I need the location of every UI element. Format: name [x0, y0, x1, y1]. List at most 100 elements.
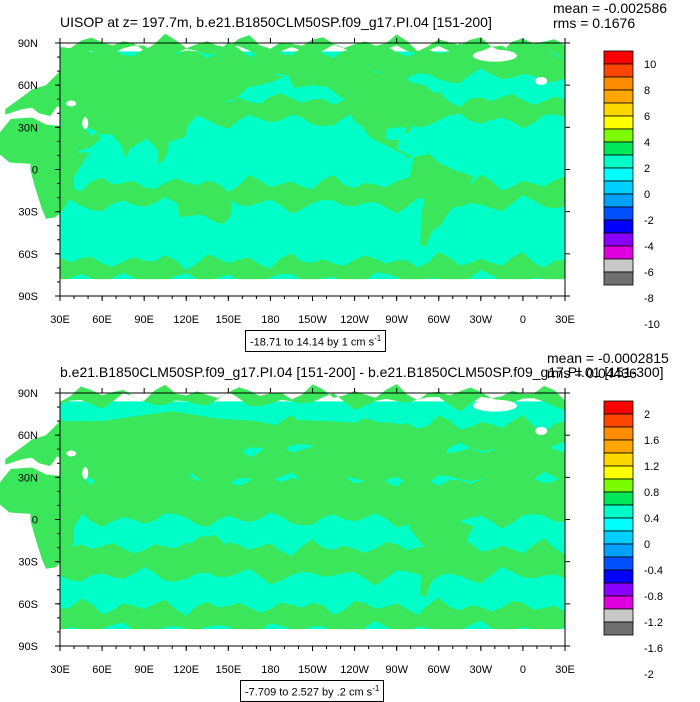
x-tick-label: 60E — [92, 664, 112, 676]
colorbar-swatch — [603, 452, 634, 467]
colorbar-swatch — [603, 543, 634, 558]
caspian-patch — [66, 450, 77, 457]
colorbar-swatch — [603, 582, 634, 597]
y-tick-label: 30S — [18, 207, 38, 219]
x-tick-label: 180 — [261, 664, 279, 676]
greenland-ice — [472, 399, 517, 412]
x-tick-label: 30E — [555, 314, 575, 326]
baltic-patch — [535, 76, 548, 85]
colorbar-label: 8 — [644, 85, 650, 97]
colorbar-swatch — [603, 50, 634, 65]
antarctic-mask — [60, 629, 565, 646]
x-tick-label: 150W — [298, 664, 327, 676]
field-band — [60, 597, 565, 639]
colorbar-swatch — [603, 465, 634, 480]
panel-bottom: b.e21.B1850CLM50SP.f09_g17.PI.04 [151-20… — [0, 350, 700, 702]
colorbar-label: 0 — [644, 189, 650, 201]
x-tick-label: 150W — [298, 314, 327, 326]
y-tick-label: 60S — [18, 599, 38, 611]
x-tick-label: 60E — [92, 314, 112, 326]
colorbar-swatch — [603, 141, 634, 156]
colorbar-swatch — [603, 504, 634, 519]
colorbar-swatch — [603, 167, 634, 182]
colorbar-swatch — [603, 491, 634, 506]
x-tick-label: 120W — [340, 664, 369, 676]
colorbar-swatch — [603, 219, 634, 234]
mean-stat: mean = -0.002586 — [553, 0, 668, 16]
colorbar-label: -2 — [644, 669, 654, 681]
baltic-patch — [535, 426, 548, 435]
colorbar-swatch — [603, 154, 634, 169]
landmass-namerica — [288, 69, 446, 159]
contour-range-label: -18.71 to 14.14 by 1 cm s-1 — [245, 330, 387, 352]
colorbar-swatch — [603, 102, 634, 117]
y-tick-label: 60N — [18, 80, 38, 92]
panel-title: b.e21.B1850CLM50SP.f09_g17.PI.04 [151-20… — [60, 364, 664, 380]
colorbar-swatch — [603, 608, 634, 623]
x-tick-label: 120E — [173, 664, 199, 676]
x-tick-label: 60W — [427, 314, 450, 326]
x-tick-label: 90E — [134, 314, 154, 326]
colorbar-label: -2 — [644, 215, 654, 227]
colorbar-swatch — [603, 517, 634, 532]
colorbar-label: 0.4 — [644, 513, 659, 525]
x-tick-label: 120W — [340, 314, 369, 326]
colorbar-swatch — [603, 595, 634, 610]
colorbar-label: -8 — [644, 293, 654, 305]
colorbar-swatch — [603, 193, 634, 208]
colorbar-swatch — [603, 400, 634, 415]
x-tick-label: 60W — [427, 664, 450, 676]
landmass-africa — [0, 467, 90, 569]
colorbar-swatch — [603, 245, 634, 260]
colorbar-label: 1.6 — [644, 435, 659, 447]
field-band — [60, 384, 565, 412]
colorbar-label: -10 — [644, 319, 660, 331]
x-tick-label: 30E — [50, 314, 70, 326]
x-tick-label: 180 — [261, 314, 279, 326]
y-tick-label: 90S — [18, 291, 38, 303]
contour-map: 30E 60E 90E 120E 150E 180 150W 120W 90W 60W 30W 0 30… — [0, 384, 663, 681]
rms-stat: rms = 0.1676 — [553, 15, 636, 31]
x-tick-label: 30W — [470, 314, 493, 326]
y-tick-label: 30N — [18, 472, 38, 484]
x-tick-label: 90W — [385, 664, 408, 676]
y-tick-label: 90N — [18, 38, 38, 50]
colorbar-swatch — [603, 206, 634, 221]
colorbar-label: -4 — [644, 241, 654, 253]
landmass-australia — [177, 185, 233, 225]
antarctic-mask — [60, 279, 565, 296]
x-tick-label: 120E — [173, 314, 199, 326]
x-tick-label: 90W — [385, 314, 408, 326]
y-tick-label: 0 — [32, 165, 38, 177]
contour-range-label: -7.709 to 2.527 by .2 cm s-1 — [240, 680, 385, 702]
colorbar-label: 1.2 — [644, 461, 659, 473]
colorbar-label: 0 — [644, 539, 650, 551]
colorbar-label: -6 — [644, 267, 654, 279]
colorbar-label: -1.2 — [644, 617, 663, 629]
colorbar-label: -1.6 — [644, 643, 663, 655]
colorbar-swatch — [603, 530, 634, 545]
y-tick-label: 30S — [18, 557, 38, 569]
x-tick-label: 0 — [520, 664, 526, 676]
y-tick-label: 0 — [32, 515, 38, 527]
colorbar-label: 0.8 — [644, 487, 659, 499]
x-tick-label: 90E — [134, 664, 154, 676]
colorbar-swatch — [603, 426, 634, 441]
landmass-samerica — [409, 504, 474, 597]
rms-stat: rms = 0.04436 — [547, 365, 637, 381]
colorbar-swatch — [603, 232, 634, 247]
colorbar-label: 10 — [644, 59, 656, 71]
landmass-namerica — [288, 419, 446, 509]
panel-top: UISOP at z= 197.7m, b.e21.B1850CLM50SP.f… — [0, 0, 700, 352]
colorbar-swatch — [603, 439, 634, 454]
field-band — [60, 252, 565, 288]
colorbar-label: -0.4 — [644, 565, 663, 577]
colorbar-swatch — [603, 258, 634, 273]
greenland-ice — [472, 49, 517, 62]
colorbar-swatch — [603, 569, 634, 584]
x-tick-label: 150E — [215, 664, 241, 676]
panel-title: UISOP at z= 197.7m, b.e21.B1850CLM50SP.f… — [60, 14, 492, 30]
caspian-patch — [66, 100, 77, 107]
colorbar-swatch — [603, 180, 634, 195]
colorbar-swatch — [603, 413, 634, 428]
